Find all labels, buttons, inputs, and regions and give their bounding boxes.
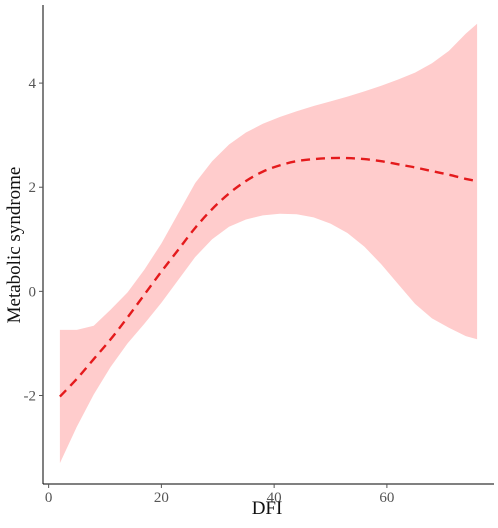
y-tick-label: 2 (29, 180, 37, 196)
axes (42, 5, 494, 485)
ticks: 0 20 40 60 -2 0 2 4 (24, 76, 395, 506)
y-axis-title: Metabolic syndrome (4, 167, 25, 324)
confidence-band (59, 23, 478, 464)
y-tick-label: 4 (29, 76, 37, 92)
x-tick-label: 20 (154, 490, 169, 506)
x-tick-label: 0 (45, 490, 53, 506)
y-tick-label: -2 (24, 388, 37, 404)
x-tick-label: 40 (267, 490, 282, 506)
y-tick-label: 0 (29, 284, 37, 300)
plot-area (59, 23, 478, 464)
x-tick-label: 60 (379, 490, 394, 506)
fitted-line (59, 156, 478, 398)
x-axis-title: DFI (252, 498, 283, 519)
